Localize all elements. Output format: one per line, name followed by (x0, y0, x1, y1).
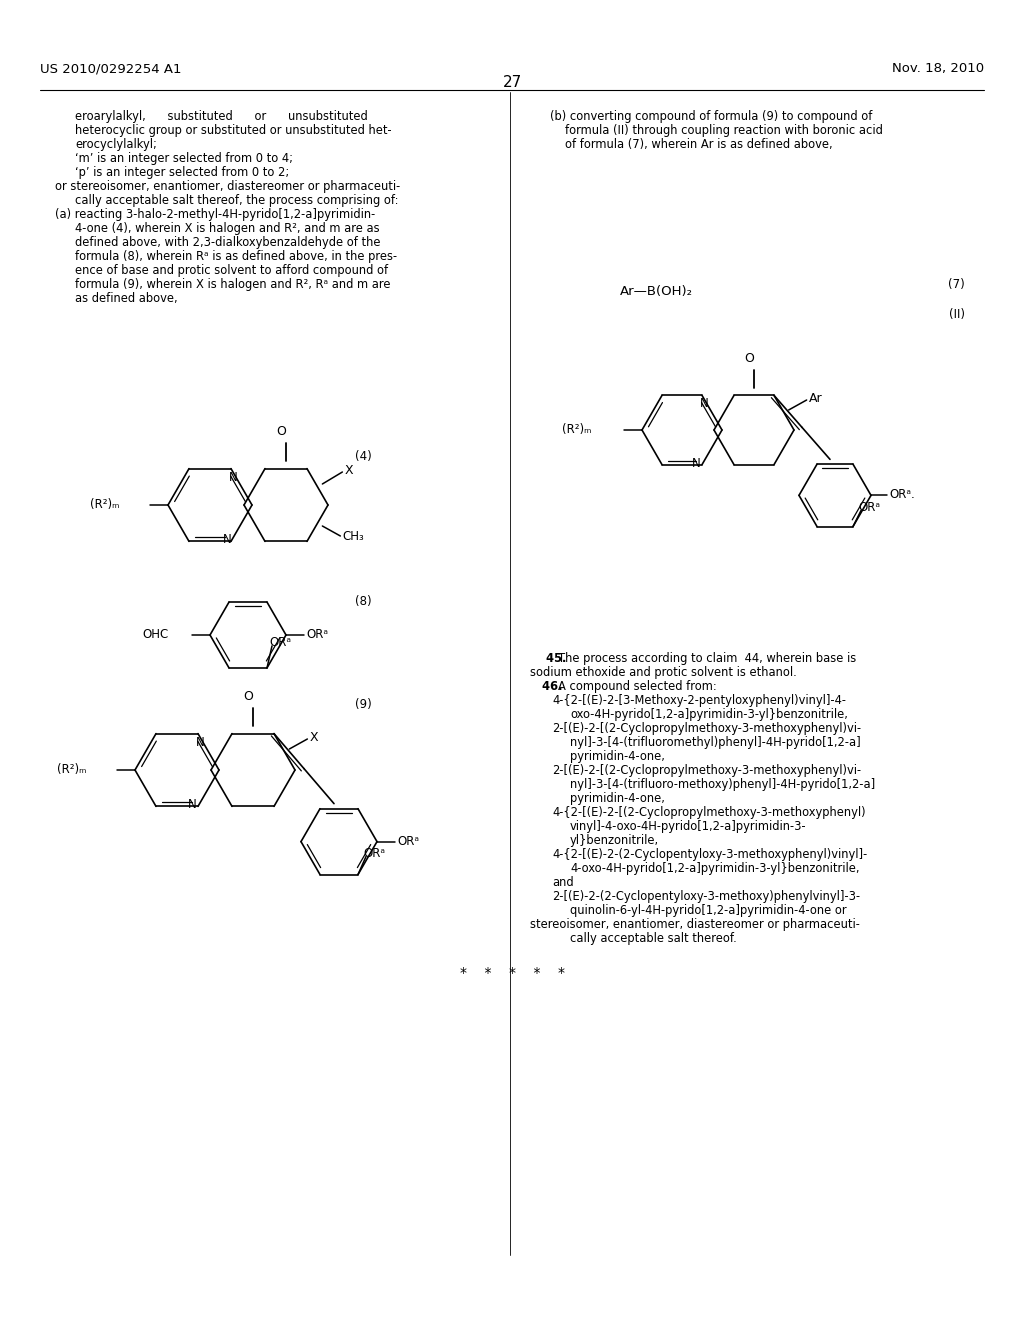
Text: ence of base and protic solvent to afford compound of: ence of base and protic solvent to affor… (75, 264, 388, 277)
Text: N: N (229, 471, 238, 483)
Text: *    *    *    *    *: * * * * * (460, 966, 564, 979)
Text: 4-{2-[(E)-2-(2-Cyclopentyloxy-3-methoxyphenyl)vinyl]-: 4-{2-[(E)-2-(2-Cyclopentyloxy-3-methoxyp… (552, 847, 867, 861)
Text: quinolin-6-yl-4H-pyrido[1,2-a]pyrimidin-4-one or: quinolin-6-yl-4H-pyrido[1,2-a]pyrimidin-… (570, 904, 847, 917)
Text: and: and (552, 876, 573, 888)
Text: (8): (8) (355, 595, 372, 609)
Text: (R²)ₘ: (R²)ₘ (57, 763, 86, 776)
Text: 46.: 46. (530, 680, 562, 693)
Text: O: O (243, 690, 253, 704)
Text: O: O (744, 352, 754, 366)
Text: cally acceptable salt thereof.: cally acceptable salt thereof. (570, 932, 736, 945)
Text: 2-[(E)-2-[(2-Cyclopropylmethoxy-3-methoxyphenyl)vi-: 2-[(E)-2-[(2-Cyclopropylmethoxy-3-methox… (552, 722, 861, 735)
Text: 4-oxo-4H-pyrido[1,2-a]pyrimidin-3-yl}benzonitrile,: 4-oxo-4H-pyrido[1,2-a]pyrimidin-3-yl}ben… (570, 862, 859, 875)
Text: 27: 27 (503, 75, 521, 90)
Text: ORᵃ: ORᵃ (269, 636, 291, 649)
Text: oxo-4H-pyrido[1,2-a]pyrimidin-3-yl}benzonitrile,: oxo-4H-pyrido[1,2-a]pyrimidin-3-yl}benzo… (570, 708, 848, 721)
Text: ORᵃ.: ORᵃ. (889, 488, 914, 502)
Text: pyrimidin-4-one,: pyrimidin-4-one, (570, 750, 665, 763)
Text: (a) reacting 3-halo-2-methyl-4H-pyrido[1,2-a]pyrimidin-: (a) reacting 3-halo-2-methyl-4H-pyrido[1… (55, 209, 375, 220)
Text: (4): (4) (355, 450, 372, 463)
Text: N: N (692, 457, 700, 470)
Text: ‘m’ is an integer selected from 0 to 4;: ‘m’ is an integer selected from 0 to 4; (75, 152, 293, 165)
Text: 2-[(E)-2-[(2-Cyclopropylmethoxy-3-methoxyphenyl)vi-: 2-[(E)-2-[(2-Cyclopropylmethoxy-3-methox… (552, 764, 861, 777)
Text: ‘p’ is an integer selected from 0 to 2;: ‘p’ is an integer selected from 0 to 2; (75, 166, 289, 180)
Text: X: X (344, 465, 353, 477)
Text: (b) converting compound of formula (9) to compound of: (b) converting compound of formula (9) t… (550, 110, 872, 123)
Text: nyl]-3-[4-(trifluoromethyl)phenyl]-4H-pyrido[1,2-a]: nyl]-3-[4-(trifluoromethyl)phenyl]-4H-py… (570, 737, 861, 748)
Text: O: O (276, 425, 286, 438)
Text: eroarylalkyl,      substituted      or      unsubstituted: eroarylalkyl, substituted or unsubstitut… (75, 110, 368, 123)
Text: Nov. 18, 2010: Nov. 18, 2010 (892, 62, 984, 75)
Text: Ar: Ar (809, 392, 822, 405)
Text: The process according to claim  44, wherein base is: The process according to claim 44, where… (558, 652, 856, 665)
Text: pyrimidin-4-one,: pyrimidin-4-one, (570, 792, 665, 805)
Text: CH₃: CH₃ (342, 531, 365, 543)
Text: N: N (188, 799, 197, 812)
Text: or stereoisomer, enantiomer, diastereomer or pharmaceuti-: or stereoisomer, enantiomer, diastereome… (55, 180, 400, 193)
Text: US 2010/0292254 A1: US 2010/0292254 A1 (40, 62, 181, 75)
Text: formula (9), wherein X is halogen and R², Rᵃ and m are: formula (9), wherein X is halogen and R²… (75, 279, 390, 290)
Text: formula (8), wherein Rᵃ is as defined above, in the pres-: formula (8), wherein Rᵃ is as defined ab… (75, 249, 397, 263)
Text: A compound selected from:: A compound selected from: (558, 680, 717, 693)
Text: ORᵃ: ORᵃ (397, 834, 419, 847)
Text: heterocyclic group or substituted or unsubstituted het-: heterocyclic group or substituted or uns… (75, 124, 391, 137)
Text: Ar—B(OH)₂: Ar—B(OH)₂ (620, 285, 693, 298)
Text: formula (II) through coupling reaction with boronic acid: formula (II) through coupling reaction w… (565, 124, 883, 137)
Text: OHC: OHC (142, 628, 168, 642)
Text: (R²)ₘ: (R²)ₘ (90, 498, 120, 511)
Text: ORᵃ: ORᵃ (362, 846, 385, 859)
Text: (R²)ₘ: (R²)ₘ (562, 422, 592, 436)
Text: 2-[(E)-2-(2-Cyclopentyloxy-3-methoxy)phenylvinyl]-3-: 2-[(E)-2-(2-Cyclopentyloxy-3-methoxy)phe… (552, 890, 860, 903)
Text: ORᵃ: ORᵃ (858, 500, 880, 513)
Text: X: X (309, 731, 318, 744)
Text: 4-one (4), wherein X is halogen and R², and m are as: 4-one (4), wherein X is halogen and R², … (75, 222, 380, 235)
Text: N: N (700, 397, 709, 411)
Text: nyl]-3-[4-(trifluoro-methoxy)phenyl]-4H-pyrido[1,2-a]: nyl]-3-[4-(trifluoro-methoxy)phenyl]-4H-… (570, 777, 876, 791)
Text: vinyl]-4-oxo-4H-pyrido[1,2-a]pyrimidin-3-: vinyl]-4-oxo-4H-pyrido[1,2-a]pyrimidin-3… (570, 820, 807, 833)
Text: cally acceptable salt thereof, the process comprising of:: cally acceptable salt thereof, the proce… (75, 194, 398, 207)
Text: N: N (223, 533, 231, 546)
Text: yl}benzonitrile,: yl}benzonitrile, (570, 834, 659, 847)
Text: 45.: 45. (530, 652, 566, 665)
Text: 4-{2-[(E)-2-[(2-Cyclopropylmethoxy-3-methoxyphenyl): 4-{2-[(E)-2-[(2-Cyclopropylmethoxy-3-met… (552, 807, 865, 818)
Text: (9): (9) (355, 698, 372, 711)
Text: ORᵃ: ORᵃ (306, 628, 328, 642)
Text: erocyclylalkyl;: erocyclylalkyl; (75, 139, 157, 150)
Text: stereoisomer, enantiomer, diastereomer or pharmaceuti-: stereoisomer, enantiomer, diastereomer o… (530, 917, 860, 931)
Text: 4-{2-[(E)-2-[3-Methoxy-2-pentyloxyphenyl)vinyl]-4-: 4-{2-[(E)-2-[3-Methoxy-2-pentyloxyphenyl… (552, 694, 846, 708)
Text: sodium ethoxide and protic solvent is ethanol.: sodium ethoxide and protic solvent is et… (530, 667, 797, 678)
Text: (7): (7) (948, 279, 965, 290)
Text: defined above, with 2,3-dialkoxybenzaldehyde of the: defined above, with 2,3-dialkoxybenzalde… (75, 236, 381, 249)
Text: N: N (196, 735, 205, 748)
Text: of formula (7), wherein Ar is as defined above,: of formula (7), wherein Ar is as defined… (565, 139, 833, 150)
Text: as defined above,: as defined above, (75, 292, 177, 305)
Text: (II): (II) (949, 308, 965, 321)
